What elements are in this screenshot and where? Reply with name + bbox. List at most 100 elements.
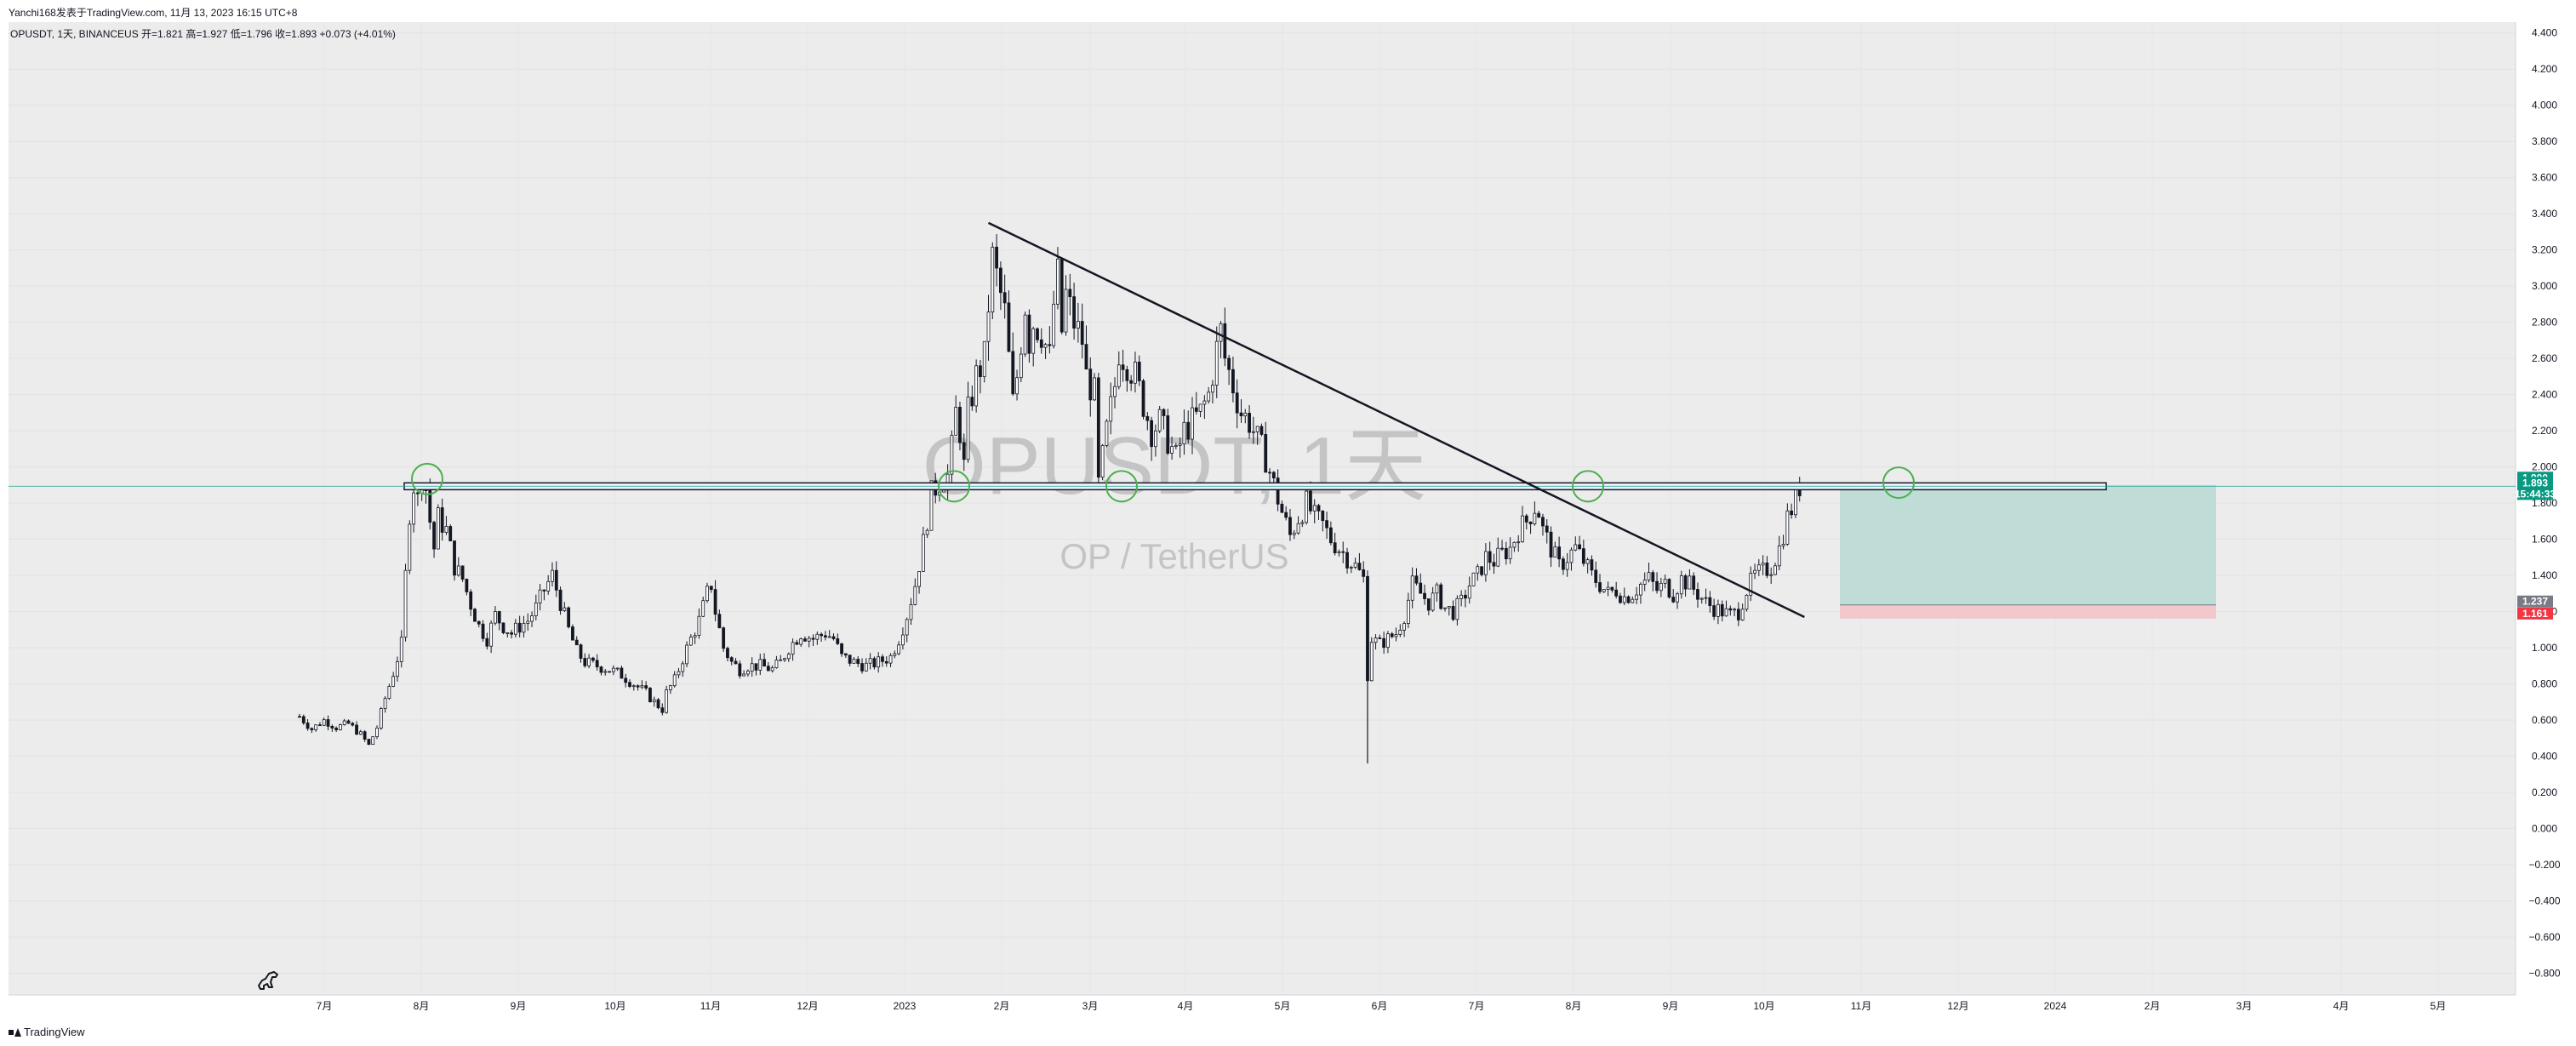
candle-body — [738, 663, 742, 677]
candle-body — [1431, 592, 1435, 611]
candle-body — [1524, 515, 1528, 523]
x-tick-label: 5月 — [1275, 1000, 1291, 1012]
candle-body — [729, 657, 734, 662]
candle-body — [1170, 446, 1174, 454]
candle-body — [1512, 541, 1516, 548]
candle-body — [1369, 642, 1374, 682]
candle-body — [1459, 594, 1464, 599]
touch-circle-marker[interactable] — [938, 470, 970, 503]
candle-body — [974, 365, 979, 407]
candle-body — [1426, 598, 1431, 611]
bottom-bar — [0, 1020, 2576, 1046]
candle-body — [416, 492, 420, 494]
candle-body — [681, 663, 685, 672]
y-tick-label: 0.600 — [2532, 714, 2557, 726]
candle-body — [1137, 361, 1141, 381]
candle-body — [750, 663, 754, 672]
candle-body — [1027, 314, 1031, 354]
candle-body — [379, 708, 383, 729]
y-tick-label: 3.200 — [2532, 244, 2557, 256]
candle-body — [1756, 564, 1761, 571]
loss-zone[interactable] — [1840, 604, 2216, 619]
candle-body — [979, 365, 982, 378]
candle-body — [351, 723, 355, 726]
candle-body — [1231, 369, 1235, 394]
y-tick-label: 3.000 — [2532, 280, 2557, 292]
candle-body — [1679, 575, 1683, 595]
candle-body — [925, 529, 929, 535]
x-tick-label: 5月 — [2430, 1000, 2447, 1012]
x-tick-label: 11月 — [700, 1000, 721, 1012]
candle-body — [1516, 541, 1521, 544]
candle-body — [1610, 586, 1614, 591]
candle-body — [1191, 407, 1194, 440]
descending-trendline[interactable] — [987, 221, 1805, 619]
y-tick-label: 2.400 — [2532, 389, 2557, 401]
touch-circle-marker[interactable] — [1105, 470, 1138, 503]
candle-body — [306, 722, 310, 729]
tradingview-logo[interactable]: TradingView — [9, 1026, 85, 1038]
candle-body — [1406, 599, 1410, 624]
touch-circle-marker[interactable] — [1882, 466, 1915, 500]
touch-circle-marker[interactable] — [411, 462, 443, 495]
candle-body — [1284, 512, 1288, 518]
candle-body — [1712, 605, 1716, 617]
y-tick-label: 3.600 — [2532, 172, 2557, 184]
candle-body — [1639, 584, 1642, 596]
y-tick-label: 2.000 — [2532, 461, 2557, 473]
candle-body — [1464, 594, 1467, 599]
candle-body — [1080, 321, 1084, 346]
candle-body — [505, 632, 510, 634]
dino-icon[interactable] — [258, 971, 278, 990]
candle-body — [1533, 512, 1537, 524]
candle-body — [640, 685, 644, 688]
candle-body — [1562, 558, 1565, 570]
candle-body — [652, 699, 656, 703]
candle-body — [1631, 598, 1635, 603]
candle-body — [881, 656, 884, 662]
candle-body — [399, 637, 403, 662]
candle-body — [1105, 420, 1109, 446]
y-tick-label: 4.400 — [2532, 27, 2557, 39]
candle-body — [1574, 544, 1578, 551]
candle-body — [1255, 426, 1259, 432]
x-tick-label: 4月 — [2333, 1000, 2350, 1012]
candle-body — [1569, 549, 1574, 563]
candle-body — [791, 642, 795, 655]
candle-body — [554, 569, 558, 591]
candle-body — [534, 602, 538, 616]
touch-circle-marker[interactable] — [1572, 470, 1604, 503]
candle-body — [1382, 637, 1386, 649]
candle-body — [1207, 392, 1211, 402]
candle-body — [962, 442, 966, 460]
candle-body — [615, 667, 620, 670]
candle-body — [1724, 608, 1728, 617]
candle-body — [722, 627, 726, 649]
candle-body — [326, 719, 330, 727]
price-tag-label: 15:44:33 — [2515, 488, 2556, 500]
candle-body — [856, 659, 860, 664]
candle-body — [1264, 434, 1268, 473]
candle-body — [1635, 594, 1639, 600]
candle-body — [567, 607, 571, 627]
candle-body — [1349, 567, 1353, 569]
candle-body — [1394, 634, 1398, 637]
x-tick-label: 8月 — [414, 1000, 430, 1012]
profit-zone[interactable] — [1840, 484, 2216, 605]
candle-body — [1280, 503, 1284, 513]
candle-body — [1036, 328, 1039, 340]
watermark-subtitle: OP / TetherUS — [1060, 536, 1288, 576]
candle-body — [660, 707, 665, 713]
candle-body — [1134, 361, 1137, 384]
candle-body — [893, 653, 897, 656]
candle-body — [1064, 289, 1068, 333]
candle-body — [1174, 444, 1178, 447]
candle-body — [591, 657, 595, 661]
candle-body — [538, 589, 542, 603]
candle-body — [1023, 314, 1027, 355]
candle-body — [579, 644, 583, 659]
candle-body — [1150, 420, 1154, 448]
y-tick-label: 1.800 — [2532, 497, 2557, 509]
candle-body — [1578, 544, 1581, 550]
